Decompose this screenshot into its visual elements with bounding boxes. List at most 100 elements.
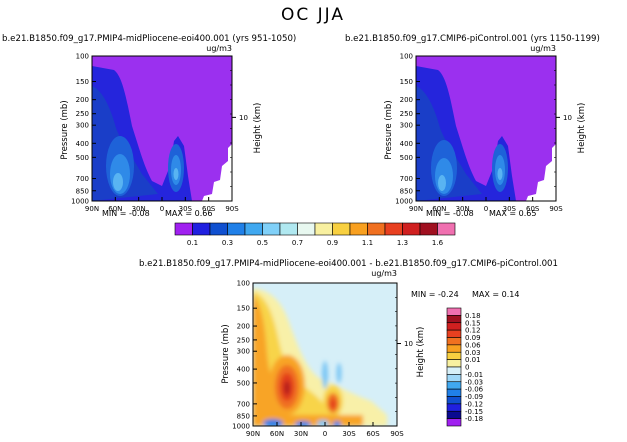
y-tick-label: 100 [400, 53, 413, 61]
colorbar-top-label: 0.9 [327, 239, 338, 247]
y-tick-label: 1000 [71, 198, 89, 206]
y-tick-label: 200 [237, 323, 250, 331]
y-tick-label: 400 [237, 366, 250, 374]
colorbar-top-label: 0.1 [187, 239, 198, 247]
x-tick-label: 30S [342, 430, 356, 438]
colorbar-diff-label: 0.06 [465, 341, 481, 349]
panel-3: b.e21.B1850.f09_g17.PMIP4-midPliocene-eo… [139, 259, 558, 438]
panel-3-min: MIN = -0.24 [411, 290, 459, 299]
x-tick-label: 30N [456, 205, 470, 213]
y-tick-label: 500 [400, 154, 413, 162]
panel-3-units: ug/m3 [371, 269, 397, 278]
colorbar-diff-swatch [446, 388, 462, 397]
colorbar-top-label: 1.1 [362, 239, 373, 247]
colorbar-diff-swatch [446, 410, 462, 419]
x-tick-label: 30N [294, 430, 308, 438]
colorbar-top-swatch [262, 222, 281, 236]
panel-1-axes: 90N 60N 30N 0 30S 60S 90S 100 150 200 250 300 400 500… [71, 53, 248, 214]
y-tick-label: 300 [237, 348, 250, 356]
y-tick-label: 500 [237, 379, 250, 387]
colorbar-diff-label: 0 [465, 364, 469, 372]
colorbar-top-label: 1.3 [397, 239, 408, 247]
y-tick-label: 850 [76, 187, 89, 195]
colorbar-top-swatch [244, 222, 263, 236]
panel-3-ylabel: Pressure (mb) [221, 324, 231, 383]
colorbar-top-swatch [367, 222, 386, 236]
x-tick-label: 90S [225, 205, 239, 213]
colorbar-top-swatch [174, 222, 193, 236]
colorbar-diff-swatch [446, 403, 462, 412]
colorbar-diff-label: 0.15 [465, 319, 481, 327]
y-tick-label: 150 [400, 78, 413, 86]
figure-title: OC JJA [281, 5, 345, 25]
panel-2-title: b.e21.B1850.f09_g17.CMIP6-piControl.001 … [345, 34, 600, 44]
y-tick-label: 200 [76, 96, 89, 104]
x-tick-label: 0 [484, 205, 488, 213]
x-tick-label: 0 [323, 430, 327, 438]
colorbar-diff-swatch [446, 418, 462, 427]
y-tick-label: 700 [400, 175, 413, 183]
panel-1-units: ug/m3 [206, 44, 232, 53]
y-tick-label: 300 [400, 122, 413, 130]
y-tick-label: 150 [76, 78, 89, 86]
colorbar-diff-label: 0.01 [465, 356, 481, 364]
x-tick-label: 60S [202, 205, 216, 213]
panel-3-ylabel-right: Height (km) [416, 327, 426, 378]
y-tick-label: 100 [237, 280, 250, 288]
y-tick-label: 700 [237, 400, 250, 408]
panel-1-ylabel: Pressure (mb) [60, 100, 70, 159]
x-tick-label: 60N [270, 430, 284, 438]
colorbar-top-label: 0.5 [257, 239, 268, 247]
x-tick-label: 60S [526, 205, 540, 213]
colorbar-top-label: 0.7 [292, 239, 303, 247]
colorbar-top-swatch [279, 222, 298, 236]
panel-1-min: MIN = -0.08 [102, 209, 150, 218]
colorbar-diff-label: -0.18 [465, 415, 483, 423]
x-tick-label: 60S [366, 430, 380, 438]
x-tick-label: 30S [503, 205, 517, 213]
y-tick-label: 700 [76, 175, 89, 183]
x-tick-label: 90S [390, 430, 404, 438]
y-tick-label: 1000 [232, 423, 250, 431]
y-tick-label: 500 [76, 154, 89, 162]
colorbar-top-swatch [192, 222, 211, 236]
x-tick-label: 30S [179, 205, 193, 213]
colorbar-diff-label: 0.12 [465, 327, 481, 335]
panel-2-plot [415, 55, 557, 202]
height-tick-label: 10 [239, 114, 248, 122]
panel-3-max: MAX = 0.14 [472, 290, 519, 299]
panel-1-plot [91, 55, 233, 202]
panel-1-ylabel-right: Height (km) [253, 103, 263, 154]
colorbar-top-swatch [314, 222, 333, 236]
colorbar-diff-label: 0.18 [465, 312, 481, 320]
colorbar-diff-label: -0.15 [465, 408, 483, 416]
colorbar-diff-label: 0.09 [465, 334, 481, 342]
colorbar-diff-swatch [446, 329, 462, 338]
colorbar-diff-swatch [446, 359, 462, 368]
panel-2-min: MIN = -0.08 [426, 209, 474, 218]
x-tick-label: 60N [432, 205, 446, 213]
colorbar-top-swatch [349, 222, 368, 236]
panel-3-title: b.e21.B1850.f09_g17.PMIP4-midPliocene-eo… [139, 259, 558, 269]
colorbar-diff-label: -0.09 [465, 393, 483, 401]
colorbar-diff-swatch [446, 374, 462, 383]
colorbar-diff-label: 0.03 [465, 349, 481, 357]
colorbar-top-swatch [402, 222, 421, 236]
x-tick-label: 30N [132, 205, 146, 213]
colorbar-top-swatch [209, 222, 228, 236]
x-tick-label: 0 [160, 205, 164, 213]
colorbar-top-swatch [227, 222, 246, 236]
colorbar-diff: 0.180.150.120.090.060.030.010-0.01-0.03-… [446, 307, 484, 427]
y-tick-label: 850 [400, 187, 413, 195]
colorbar-diff-label: -0.01 [465, 371, 483, 379]
y-tick-label: 250 [237, 336, 250, 344]
y-tick-label: 250 [400, 110, 413, 118]
panel-2-ylabel: Pressure (mb) [384, 100, 394, 159]
colorbar-diff-swatch [446, 322, 462, 331]
colorbar-diff-swatch [446, 337, 462, 346]
x-tick-label: 90N [246, 430, 260, 438]
y-tick-label: 100 [76, 53, 89, 61]
panel-1: b.e21.B1850.f09_g17.PMIP4-midPliocene-eo… [2, 34, 296, 218]
colorbar-diff-swatch [446, 315, 462, 324]
